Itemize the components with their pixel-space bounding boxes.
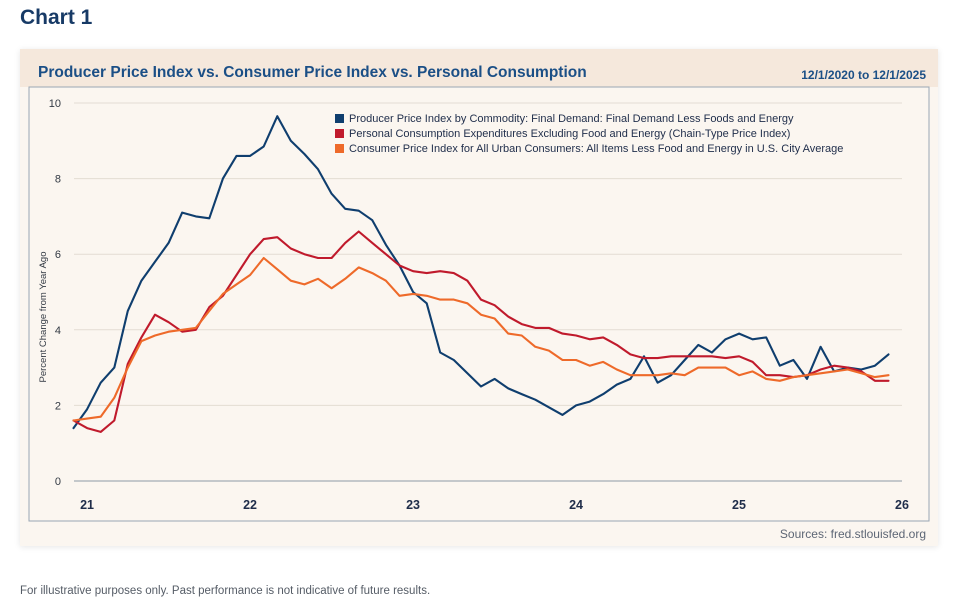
x-tick-label: 23 [406,498,420,512]
chart-header: Producer Price Index vs. Consumer Price … [20,49,938,87]
sources-note: Sources: fred.stlouisfed.org [779,527,926,541]
y-tick-label: 6 [55,249,61,261]
grid-lines [74,102,902,482]
legend-swatch [335,144,344,153]
y-tick-label: 0 [55,476,61,488]
disclaimer: For illustrative purposes only. Past per… [20,585,431,597]
y-tick-label: 10 [49,98,61,110]
legend-label: Producer Price Index by Commodity: Final… [349,113,794,125]
plot-frame [28,86,930,522]
page-heading: Chart 1 [20,6,93,29]
legend-label: Personal Consumption Expenditures Exclud… [349,128,790,140]
y-tick-label: 4 [55,325,61,337]
x-axis-ticks: 21 22 23 24 25 26 [80,498,909,512]
x-tick-label: 25 [732,498,746,512]
date-range: 12/1/2020 to 12/1/2025 [801,68,926,82]
chart-title: Producer Price Index vs. Consumer Price … [38,64,587,81]
x-tick-label: 22 [243,498,257,512]
chart-card: Producer Price Index vs. Consumer Price … [20,49,938,546]
legend-label: Consumer Price Index for All Urban Consu… [349,143,843,155]
series-line-cpi [72,256,890,422]
y-axis-ticks: 0 2 4 6 8 10 [49,98,61,488]
series-line-pce [72,230,890,433]
y-tick-label: 8 [55,174,61,186]
legend-swatch [335,129,344,138]
legend-swatch [335,114,344,123]
x-tick-label: 24 [569,498,583,512]
y-axis-label: Percent Change from Year Ago [38,252,49,383]
x-tick-label: 26 [895,498,909,512]
y-tick-label: 2 [55,400,61,412]
series-line-ppi [72,115,890,430]
series-lines [72,115,890,433]
x-tick-label: 21 [80,498,94,512]
legend: Producer Price Index by Commodity: Final… [335,113,843,155]
